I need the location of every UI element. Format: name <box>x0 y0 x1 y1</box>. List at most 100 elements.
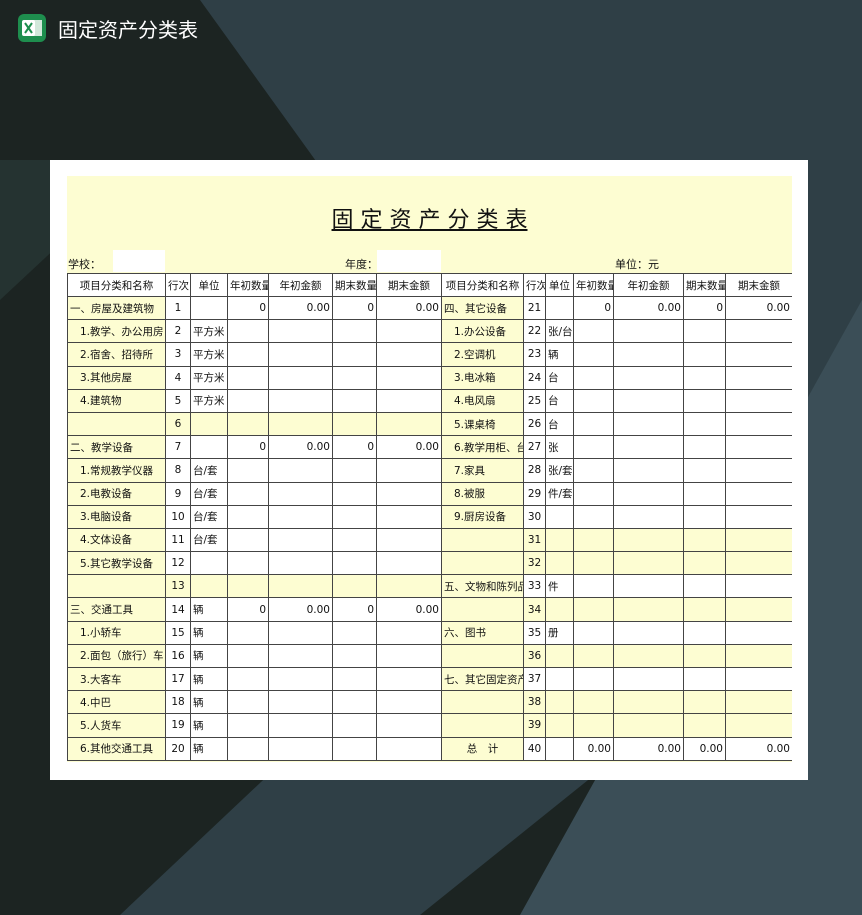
table-cell <box>67 574 166 599</box>
table-cell: 14 <box>165 597 191 622</box>
table-row: 1.小轿车 15 辆 六、图书 35 册 <box>67 620 792 645</box>
table-cell <box>268 551 333 576</box>
table-cell <box>332 342 377 367</box>
header-cell: 期末金额 <box>725 273 792 297</box>
table-cell <box>268 666 333 692</box>
table-row: 3.大客车 17 辆 七、其它固定资产 37 <box>67 666 792 692</box>
table-cell: 23 <box>523 342 546 367</box>
table-cell <box>376 388 442 413</box>
table-cell <box>613 527 684 553</box>
table-cell <box>683 319 726 344</box>
table-cell <box>268 620 333 645</box>
table-cell: 9 <box>165 481 191 506</box>
table-cell <box>227 319 269 344</box>
table-cell: 4.中巴 <box>67 690 166 715</box>
table-cell <box>545 713 574 738</box>
table-cell: 一、房屋及建筑物 <box>67 295 166 321</box>
table-cell: 1.教学、办公用房 <box>67 319 166 344</box>
table-cell: 平方米 <box>190 365 228 390</box>
table-cell: 0.00 <box>376 597 442 622</box>
header-cell: 行次 <box>523 273 546 297</box>
table-cell <box>683 643 726 669</box>
table-cell <box>683 504 726 529</box>
table-cell <box>725 690 792 715</box>
table-cell <box>545 504 574 529</box>
table-cell: 台 <box>545 411 574 437</box>
table-cell <box>268 527 333 553</box>
table-cell: 2.宿舍、招待所 <box>67 342 166 367</box>
table-cell <box>545 643 574 669</box>
table-cell <box>190 295 228 321</box>
table-cell: 张 <box>545 435 574 460</box>
table-cell: 5.其它教学设备 <box>67 551 166 576</box>
table-cell: 0 <box>573 295 614 321</box>
table-cell <box>332 736 377 761</box>
header-cell: 单位 <box>190 273 228 297</box>
table-cell: 0 <box>227 597 269 622</box>
table-cell: 0 <box>683 295 726 321</box>
table-cell <box>441 527 524 553</box>
table-cell: 二、教学设备 <box>67 435 166 460</box>
table-cell: 5.课桌椅 <box>441 411 524 437</box>
table-cell: 4 <box>165 365 191 390</box>
table-cell: 辆 <box>190 690 228 715</box>
table-cell: 3 <box>165 342 191 367</box>
table-cell <box>227 388 269 413</box>
table-cell <box>725 597 792 622</box>
table-row: 三、交通工具 14 辆 0 0.00 0 0.00 34 <box>67 597 792 622</box>
table-cell: 册 <box>545 620 574 645</box>
table-row: 1.常规教学仪器 8 台/套 7.家具 28 张/套 <box>67 458 792 483</box>
table-cell: 2.空调机 <box>441 342 524 367</box>
table-cell: 3.大客车 <box>67 666 166 692</box>
table-row: 6.其他交通工具 20 辆总 计 40 0.00 0.00 0.00 0.00 <box>67 736 792 761</box>
table-cell <box>227 620 269 645</box>
table-cell <box>725 342 792 367</box>
table-cell: 5 <box>165 388 191 413</box>
table-cell <box>376 342 442 367</box>
table-cell: 1.常规教学仪器 <box>67 458 166 483</box>
table-cell <box>725 504 792 529</box>
table-row: 3.其他房屋 4 平方米 3.电冰箱 24 台 <box>67 365 792 390</box>
table-cell <box>227 666 269 692</box>
table-cell <box>683 713 726 738</box>
table-row: 4.中巴 18 辆 38 <box>67 690 792 715</box>
table-cell <box>332 365 377 390</box>
table-cell: 台/套 <box>190 458 228 483</box>
table-cell: 28 <box>523 458 546 483</box>
table-cell <box>545 295 574 321</box>
table-cell <box>573 435 614 460</box>
table-cell <box>268 342 333 367</box>
table-cell <box>227 342 269 367</box>
table-cell <box>227 458 269 483</box>
table-cell <box>725 551 792 576</box>
table-cell: 5.人货车 <box>67 713 166 738</box>
table-cell <box>376 365 442 390</box>
table-cell <box>227 481 269 506</box>
table-cell: 34 <box>523 597 546 622</box>
table-cell <box>573 481 614 506</box>
table-cell <box>268 319 333 344</box>
table-cell <box>227 736 269 761</box>
header-cell: 项目分类和名称 <box>67 273 166 297</box>
table-row: 3.电脑设备 10 台/套 9.厨房设备 30 <box>67 504 792 529</box>
table-cell <box>725 365 792 390</box>
table-cell: 2.面包（旅行）车 <box>67 643 166 669</box>
table-cell: 五、文物和陈列品 <box>441 574 524 599</box>
header-cell: 单位 <box>545 273 574 297</box>
table-cell <box>683 481 726 506</box>
table-cell: 29 <box>523 481 546 506</box>
table-cell <box>573 342 614 367</box>
table-cell: 1.小轿车 <box>67 620 166 645</box>
table-cell <box>190 551 228 576</box>
table-cell <box>376 458 442 483</box>
table-cell: 件/套 <box>545 481 574 506</box>
table-cell: 0 <box>332 597 377 622</box>
table-cell: 9.厨房设备 <box>441 504 524 529</box>
table-cell: 0.00 <box>725 295 792 321</box>
table-cell: 0.00 <box>268 597 333 622</box>
table-cell <box>376 690 442 715</box>
table-cell <box>573 527 614 553</box>
table-cell <box>376 551 442 576</box>
table-cell: 0.00 <box>573 736 614 761</box>
table-row: 一、房屋及建筑物 1 0 0.00 0 0.00 四、其它设备 21 0 0.00 0 0.00 <box>67 295 792 321</box>
